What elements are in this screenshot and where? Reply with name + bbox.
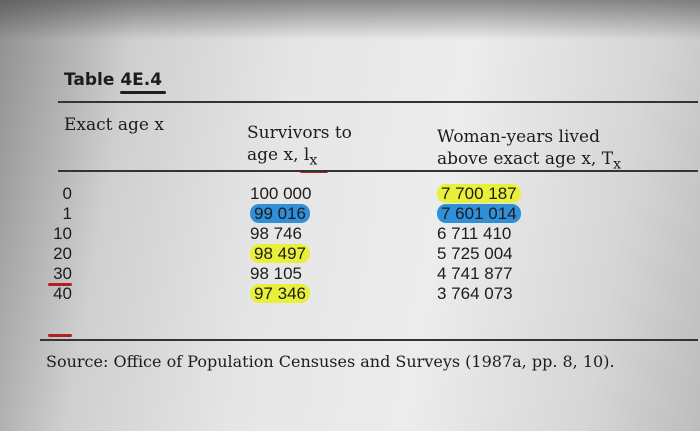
table-cell: 7 700 187 (437, 184, 521, 204)
table-source-note: Source: Office of Population Censuses an… (46, 352, 615, 371)
table-cell: 100 000 (250, 184, 312, 203)
header-exact-age: Exact age x (64, 115, 164, 135)
yellow-highlight: 7 700 187 (437, 184, 521, 203)
table-cell: 6 711 410 (437, 224, 512, 243)
table-cell: 99 016 (250, 204, 311, 224)
table-cell: 4 741 877 (437, 264, 513, 283)
blue-highlight: 99 016 (250, 204, 310, 223)
header-rule (58, 170, 698, 172)
shadow (0, 0, 700, 40)
survivors-column: 100 000 99 016 98 746 98 497 98 105 97 3… (250, 184, 311, 304)
table-cell: 5 725 004 (437, 244, 513, 263)
table-cell: 30 (53, 264, 72, 283)
bottom-rule (40, 339, 698, 341)
top-rule (58, 101, 698, 103)
woman-years-column: 7 700 187 7 601 014 6 711 410 5 725 004 … (437, 184, 521, 304)
table-cell: 1 (62, 204, 72, 223)
table-cell: 3 764 073 (437, 284, 513, 303)
blue-highlight: 7 601 014 (437, 204, 521, 223)
table-cell: 7 601 014 (437, 204, 521, 224)
red-mark (48, 283, 72, 286)
table-cell: 10 (53, 224, 72, 243)
yellow-highlight: 98 497 (250, 244, 310, 263)
table-cell: 98 497 (250, 244, 311, 264)
yellow-highlight: 97 346 (250, 284, 310, 303)
table-cell: 97 346 (250, 284, 311, 304)
red-mark (48, 334, 72, 337)
age-column: 0 1 10 20 30 40 (42, 184, 72, 304)
table-cell: 98 105 (250, 264, 302, 283)
header-survivors: Survivors to age x, lx (247, 123, 352, 169)
table-number: 4E.4 (120, 70, 163, 90)
table-title: Table 4E.4 (64, 70, 163, 90)
table-cell: 20 (53, 244, 72, 263)
table-cell: 98 746 (250, 224, 302, 243)
header-woman-years: Woman-years lived above exact age x, Tx (437, 127, 622, 173)
table-cell: 40 (53, 284, 72, 303)
table-cell: 0 (62, 184, 72, 203)
